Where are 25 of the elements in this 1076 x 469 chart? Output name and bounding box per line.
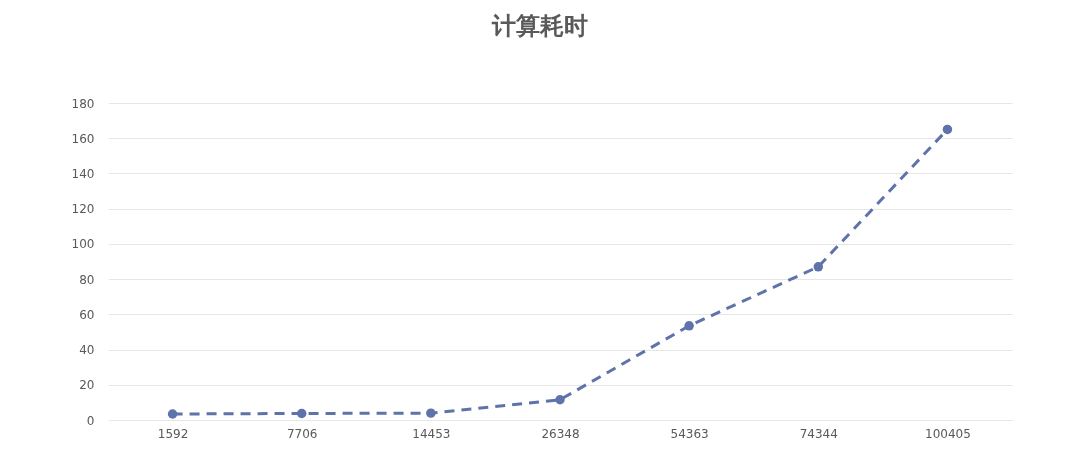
y-tick-label: 60 bbox=[79, 307, 95, 322]
point bbox=[684, 321, 694, 331]
point bbox=[426, 408, 436, 418]
y-tick-label: 40 bbox=[79, 343, 95, 358]
y-tick-label: 120 bbox=[71, 202, 95, 217]
point bbox=[555, 395, 565, 405]
x-tick-label: 7706 bbox=[286, 426, 318, 441]
x-tick-label: 1592 bbox=[157, 426, 189, 441]
x-tick-label: 14453 bbox=[412, 426, 451, 441]
chart-title: 计算耗时 bbox=[491, 12, 588, 40]
y-tick-label: 180 bbox=[71, 96, 95, 111]
y-tick-label: 160 bbox=[71, 131, 95, 146]
y-tick-label: 140 bbox=[71, 166, 95, 181]
x-tick-label: 26348 bbox=[541, 426, 580, 441]
y-tick-label: 100 bbox=[71, 237, 95, 252]
x-tick-label: 74344 bbox=[799, 426, 838, 441]
point bbox=[296, 408, 307, 419]
y-tick-label: 20 bbox=[79, 378, 95, 393]
x-tick-label: 100405 bbox=[925, 426, 971, 441]
point bbox=[813, 262, 824, 272]
x-tick-label: 54363 bbox=[670, 426, 709, 441]
y-tick-label: 0 bbox=[86, 413, 95, 428]
point bbox=[942, 124, 953, 135]
y-tick-label: 80 bbox=[79, 272, 95, 287]
point bbox=[167, 409, 178, 419]
